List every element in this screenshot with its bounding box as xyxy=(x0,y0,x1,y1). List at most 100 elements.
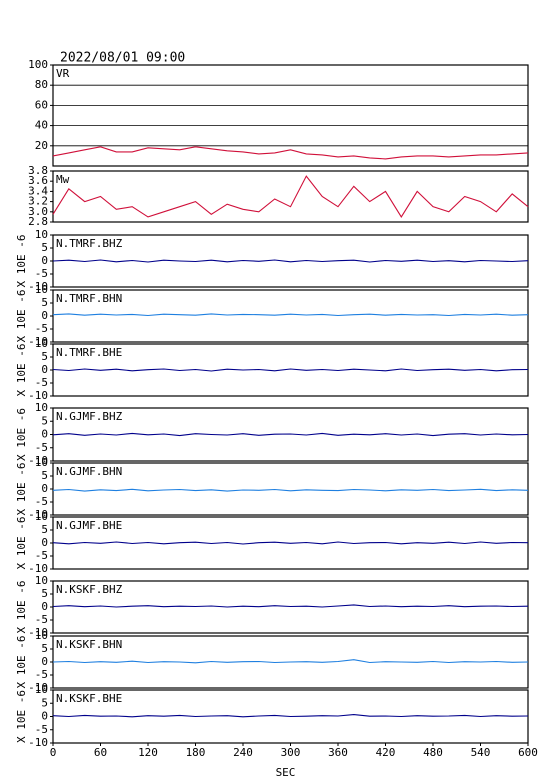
y-tick-label: 3.8 xyxy=(28,164,48,177)
y-tick-label: 10 xyxy=(35,629,48,642)
y-tick-label: -5 xyxy=(35,267,48,280)
x-tick-label: 60 xyxy=(94,746,107,759)
y-tick-label: -5 xyxy=(35,441,48,454)
x-tick-label: 180 xyxy=(186,746,206,759)
y-tick-label: 0 xyxy=(41,254,48,267)
timestamp: 2022/08/01 09:00 xyxy=(60,51,185,66)
series-line xyxy=(52,368,529,372)
panel-frame xyxy=(52,580,529,634)
panel-label: N.KSKF.BHN xyxy=(56,638,122,651)
y-tick-label: -5 xyxy=(35,723,48,736)
y-axis-label: X 10E -6 xyxy=(15,344,28,397)
y-axis-label: X 10E -6 xyxy=(15,690,28,743)
y-tick-label: 40 xyxy=(35,119,48,132)
y-tick-label: 0 xyxy=(41,428,48,441)
x-tick-label: 540 xyxy=(471,746,491,759)
y-tick-label: 3.0 xyxy=(28,205,48,218)
x-tick-label: 480 xyxy=(423,746,443,759)
x-axis-label: SEC xyxy=(276,766,296,779)
series-line xyxy=(52,175,529,218)
y-tick-label: 10 xyxy=(35,510,48,523)
y-tick-label: 20 xyxy=(35,139,48,152)
y-tick-label: -10 xyxy=(28,562,48,575)
y-axis-label: X 10E -6 xyxy=(15,517,28,570)
series-line xyxy=(52,714,529,718)
panel-label: N.GJMF.BHZ xyxy=(56,410,123,423)
y-tick-label: 5 xyxy=(41,296,48,309)
panel-label: N.TMRF.BHZ xyxy=(56,237,123,250)
y-tick-label: -10 xyxy=(28,681,48,694)
y-tick-label: 10 xyxy=(35,683,48,696)
x-tick-label: 360 xyxy=(328,746,348,759)
y-tick-label: 10 xyxy=(35,228,48,241)
y-tick-label: 10 xyxy=(35,283,48,296)
series-line xyxy=(52,259,529,263)
y-tick-label: -5 xyxy=(35,549,48,562)
y-axis-label: X 10E -6 xyxy=(15,463,28,516)
y-tick-label: 60 xyxy=(35,98,48,111)
panel-label: N.TMRF.BHE xyxy=(56,346,122,359)
y-tick-label: 0 xyxy=(41,363,48,376)
panel-frame xyxy=(52,462,529,516)
y-tick-label: 3.2 xyxy=(28,195,48,208)
series-line xyxy=(52,659,529,664)
x-tick-label: 0 xyxy=(50,746,57,759)
panel-label: N.KSKF.BHZ xyxy=(56,583,123,596)
panel-frame xyxy=(52,170,529,223)
y-tick-label: 5 xyxy=(41,696,48,709)
y-tick-label: 5 xyxy=(41,469,48,482)
y-tick-label: -10 xyxy=(28,626,48,639)
y-tick-label: 0 xyxy=(41,655,48,668)
y-tick-label: 5 xyxy=(41,523,48,536)
y-tick-label: 5 xyxy=(41,642,48,655)
y-tick-label: 100 xyxy=(28,58,48,71)
y-tick-label: 2.8 xyxy=(28,215,48,228)
y-tick-label: -5 xyxy=(35,613,48,626)
x-tick-label: 240 xyxy=(233,746,253,759)
y-tick-label: 10 xyxy=(35,456,48,469)
y-tick-label: 0 xyxy=(41,600,48,613)
y-axis-label: X 10E -6 xyxy=(15,581,28,634)
y-tick-label: 0 xyxy=(41,482,48,495)
panel-label: N.GJMF.BHN xyxy=(56,465,122,478)
y-tick-label: 5 xyxy=(41,414,48,427)
series-line xyxy=(52,488,529,492)
y-tick-label: 3.4 xyxy=(28,184,48,197)
y-tick-label: 10 xyxy=(35,574,48,587)
series-line xyxy=(52,313,529,317)
y-axis-label: X 10E -6 xyxy=(15,408,28,461)
y-tick-label: 0 xyxy=(41,309,48,322)
y-axis-label: X 10E -6 xyxy=(15,235,28,288)
y-tick-label: 5 xyxy=(41,241,48,254)
y-tick-label: 0 xyxy=(41,710,48,723)
panel-label: N.TMRF.BHN xyxy=(56,292,122,305)
y-tick-label: -5 xyxy=(35,376,48,389)
y-axis-label: X 10E -6 xyxy=(15,290,28,343)
series-line xyxy=(52,604,529,608)
x-tick-label: 600 xyxy=(518,746,538,759)
y-tick-label: -10 xyxy=(28,508,48,521)
y-tick-label: -5 xyxy=(35,495,48,508)
y-tick-label: 5 xyxy=(41,350,48,363)
y-tick-label: 10 xyxy=(35,401,48,414)
y-tick-label: -5 xyxy=(35,668,48,681)
panel-frame xyxy=(52,64,529,167)
y-tick-label: -10 xyxy=(28,454,48,467)
y-tick-label: -10 xyxy=(28,335,48,348)
y-tick-label: 10 xyxy=(35,337,48,350)
y-tick-label: -10 xyxy=(28,389,48,402)
y-tick-label: -10 xyxy=(28,736,48,749)
y-tick-label: 5 xyxy=(41,587,48,600)
series-line xyxy=(52,146,529,160)
y-tick-label: -5 xyxy=(35,322,48,335)
panel-label: N.KSKF.BHE xyxy=(56,692,122,705)
panel-label: VR xyxy=(56,67,70,80)
y-axis-label: X 10E -6 xyxy=(15,636,28,689)
y-tick-label: 80 xyxy=(35,78,48,91)
y-tick-label: 3.6 xyxy=(28,174,48,187)
x-tick-label: 300 xyxy=(281,746,301,759)
y-tick-label: 0 xyxy=(41,536,48,549)
panel-label: N.GJMF.BHE xyxy=(56,519,122,532)
